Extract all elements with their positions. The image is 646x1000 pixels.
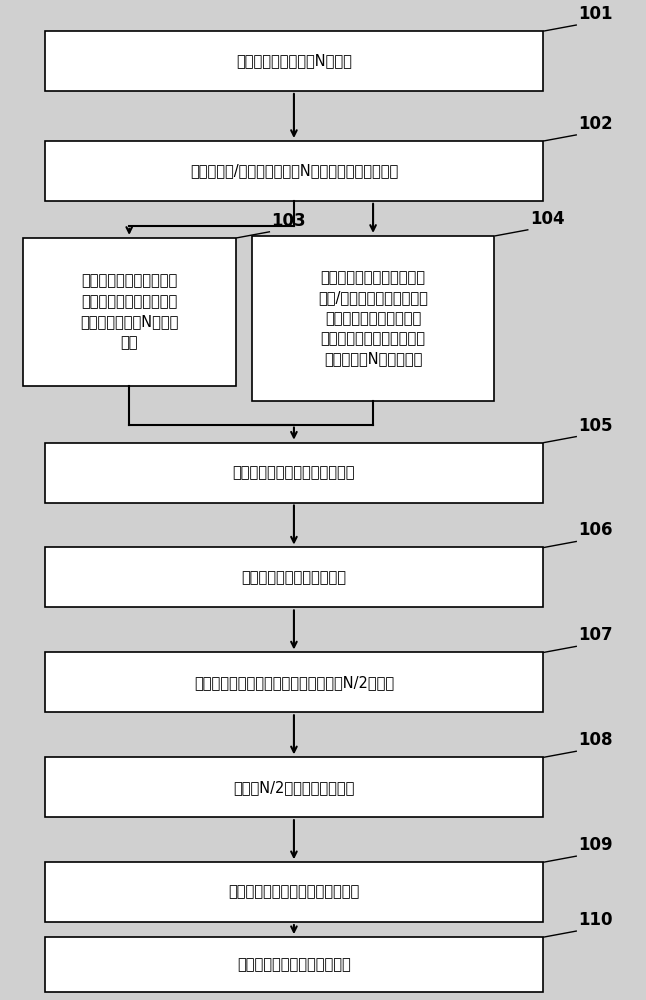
Text: 在第一导电层上设置第一树脂层: 在第一导电层上设置第一树脂层 <box>233 465 355 480</box>
Text: 103: 103 <box>271 212 306 230</box>
Text: 107: 107 <box>578 626 613 644</box>
Text: 通过电镀和/或化学镀在上述N个通孔内填充导电物质: 通过电镀和/或化学镀在上述N个通孔内填充导电物质 <box>190 163 398 178</box>
FancyBboxPatch shape <box>45 547 543 607</box>
Text: 在第二导电层上进行图形
加工，以将第二导电层分
割为互不导通的N个导电
区域: 在第二导电层上进行图形 加工，以将第二导电层分 割为互不导通的N个导电 区域 <box>80 274 178 350</box>
Text: 将上述保护层从第一树脂层上剥离: 将上述保护层从第一树脂层上剥离 <box>228 885 360 900</box>
FancyBboxPatch shape <box>45 443 543 503</box>
FancyBboxPatch shape <box>23 238 236 386</box>
Text: 在第一基材上加工出N个通孔: 在第一基材上加工出N个通孔 <box>236 53 352 68</box>
Text: 在第一树脂层上设置保护层: 在第一树脂层上设置保护层 <box>242 570 346 585</box>
Text: 109: 109 <box>578 836 613 854</box>
Text: 106: 106 <box>578 521 612 539</box>
FancyBboxPatch shape <box>45 141 543 201</box>
Text: 在第一导电层上进行图形加
工和/或在第一导电层上加工
出贯穿至第一绝缘层的盲
槽，以将第一导电层分割为
互不导通的N个导电区域: 在第一导电层上进行图形加 工和/或在第一导电层上加工 出贯穿至第一绝缘层的盲 槽… <box>318 270 428 367</box>
FancyBboxPatch shape <box>252 236 494 401</box>
Text: 101: 101 <box>578 5 612 23</box>
FancyBboxPatch shape <box>45 937 543 992</box>
Text: 在上述N/2个盲孔内填充浆料: 在上述N/2个盲孔内填充浆料 <box>233 780 355 795</box>
FancyBboxPatch shape <box>45 862 543 922</box>
FancyBboxPatch shape <box>45 652 543 712</box>
Text: 108: 108 <box>578 731 612 749</box>
Text: 104: 104 <box>530 210 565 228</box>
FancyBboxPatch shape <box>45 757 543 817</box>
Text: 在保护层上加工出贯穿至第一绝缘层的N/2个盲孔: 在保护层上加工出贯穿至第一绝缘层的N/2个盲孔 <box>194 675 394 690</box>
Text: 102: 102 <box>578 115 613 133</box>
Text: 105: 105 <box>578 417 612 435</box>
FancyBboxPatch shape <box>45 31 543 91</box>
Text: 110: 110 <box>578 911 612 929</box>
Text: 在第一树脂层上设置保护上体: 在第一树脂层上设置保护上体 <box>237 957 351 972</box>
